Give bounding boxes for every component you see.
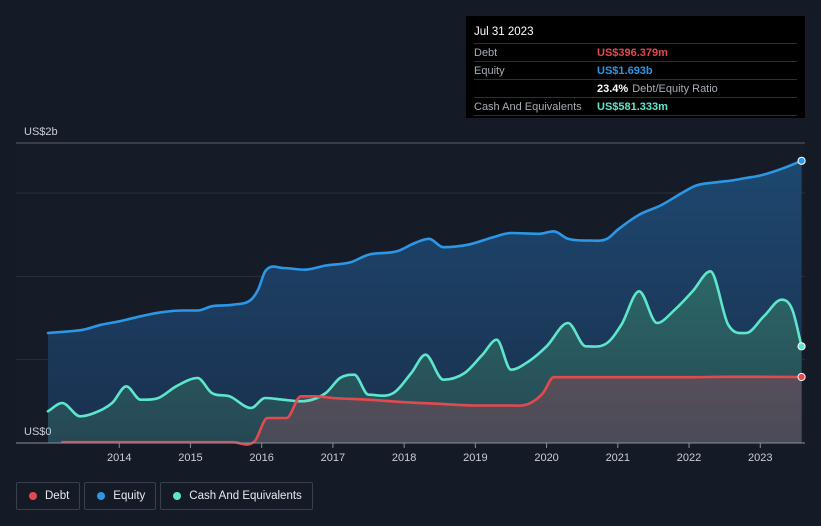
chart-tooltip: Jul 31 2023 Debt US$396.379m Equity US$1…	[466, 16, 805, 118]
x-tick-label: 2021	[606, 452, 630, 464]
x-tick-label: 2014	[107, 452, 131, 464]
x-tick-label: 2016	[249, 452, 273, 464]
legend-item-equity[interactable]: Equity	[84, 482, 157, 510]
legend-debt-label: Debt	[45, 490, 70, 502]
tooltip-cash-value: US$581.333m	[597, 100, 668, 113]
chart-legend: Debt Equity Cash And Equivalents	[16, 482, 317, 510]
x-tick-label: 2019	[463, 452, 487, 464]
y-axis-top-label: US$2b	[24, 126, 58, 138]
legend-equity-dot-icon	[97, 492, 106, 500]
tooltip-date: Jul 31 2023	[474, 26, 534, 38]
legend-debt-dot-icon	[29, 492, 37, 500]
legend-item-debt[interactable]: Debt	[16, 482, 81, 510]
tooltip-cash-label: Cash And Equivalents	[474, 100, 582, 113]
tooltip-equity-label: Equity	[474, 64, 505, 77]
x-tick-label: 2018	[392, 452, 416, 464]
marker-cash-and-equivalents	[797, 342, 806, 351]
legend-item-cash[interactable]: Cash And Equivalents	[160, 482, 313, 510]
tooltip-debt-value: US$396.379m	[597, 46, 668, 59]
x-tick-label: 2023	[748, 452, 772, 464]
tooltip-row-ratio: 23.4% Debt/Equity Ratio	[474, 79, 797, 97]
x-tick-label: 2020	[534, 452, 558, 464]
line-cash-and-equivalents	[46, 270, 803, 418]
line-debt	[60, 375, 803, 446]
line-equity	[46, 159, 803, 335]
marker-equity	[797, 156, 806, 165]
legend-cash-dot-icon	[173, 492, 182, 500]
tooltip-row-equity: Equity US$1.693b	[474, 61, 797, 79]
marker-debt	[797, 372, 806, 382]
area-debt	[62, 376, 802, 445]
x-tick-label: 2015	[178, 452, 202, 464]
tooltip-debt-label: Debt	[474, 46, 498, 59]
tooltip-row-cash: Cash And Equivalents US$581.333m	[474, 97, 797, 116]
tooltip-equity-value: US$1.693b	[597, 64, 653, 77]
tooltip-row-debt: Debt US$396.379m	[474, 43, 797, 61]
x-tick-label: 2017	[321, 452, 345, 464]
tooltip-ratio-sub: Debt/Equity Ratio	[632, 82, 718, 95]
legend-equity-label: Equity	[113, 490, 146, 502]
x-tick-label: 2022	[677, 452, 701, 464]
legend-cash-label: Cash And Equivalents	[189, 490, 302, 502]
tooltip-ratio-value: 23.4%	[597, 82, 629, 95]
y-axis-bottom-label: US$0	[24, 426, 52, 438]
